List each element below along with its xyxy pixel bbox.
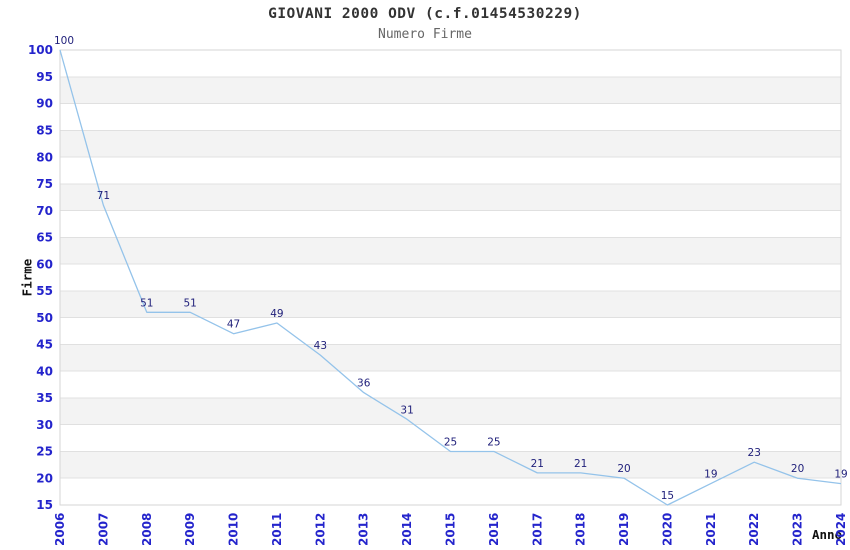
x-tick-label: 2015	[444, 513, 458, 546]
y-tick-label: 35	[36, 391, 53, 405]
data-point-label: 21	[531, 458, 544, 470]
y-tick-label: 75	[36, 177, 53, 191]
x-tick-label: 2023	[791, 513, 805, 546]
data-point-label: 19	[834, 469, 847, 481]
data-point-label: 15	[661, 490, 674, 502]
x-tick-label: 2019	[617, 513, 631, 546]
x-tick-label: 2014	[400, 513, 414, 546]
x-tick-label: 2024	[834, 513, 848, 546]
data-line	[59, 49, 842, 506]
plot-band	[60, 183, 841, 211]
y-tick-label: 25	[36, 445, 53, 459]
x-tick-label: 2017	[530, 513, 544, 546]
plot-band	[60, 264, 841, 291]
chart-title: GIOVANI 2000 ODV (c.f.01454530229)	[268, 6, 582, 22]
data-point-label: 71	[97, 190, 110, 202]
data-point-label: 25	[487, 436, 500, 448]
plot-band	[60, 478, 841, 505]
x-tick-label: 2009	[183, 513, 197, 546]
x-tick-label: 2007	[96, 513, 110, 546]
data-point-label: 31	[400, 404, 413, 416]
y-tick-label: 65	[36, 231, 53, 245]
plot-band	[60, 317, 841, 345]
plot-band	[60, 371, 841, 398]
plot-band	[60, 76, 841, 104]
plot-band	[60, 344, 841, 372]
y-tick-label: 100	[28, 43, 53, 57]
y-tick-label: 95	[36, 70, 53, 84]
plot-border	[59, 49, 842, 506]
data-point-label: 36	[357, 378, 371, 390]
y-tick-label: 15	[36, 498, 53, 512]
x-tick-label: 2011	[270, 513, 284, 546]
data-point-label: 20	[791, 463, 804, 475]
data-point-label: 49	[270, 308, 283, 320]
y-tick-label: 30	[36, 418, 53, 432]
y-tick-label: 50	[36, 311, 53, 325]
plot-band	[60, 210, 841, 238]
y-tick-label: 60	[36, 257, 53, 271]
y-tick-label: 20	[36, 471, 53, 485]
data-point-label: 43	[314, 340, 327, 352]
x-tick-label: 2022	[747, 513, 761, 546]
x-tick-label: 2016	[487, 513, 501, 546]
y-tick-label: 70	[36, 204, 53, 218]
plot-band	[60, 157, 841, 184]
data-point-label: 51	[140, 297, 153, 309]
x-axis-title: Anno	[812, 527, 843, 542]
y-tick-label: 40	[36, 364, 53, 378]
x-tick-label: 2008	[140, 513, 154, 546]
y-tick-label: 80	[36, 150, 53, 164]
data-point-label: 51	[183, 297, 196, 309]
plot-band	[60, 451, 841, 479]
chart-subtitle: Numero Firme	[378, 27, 472, 42]
data-point-label: 20	[617, 463, 630, 475]
plot-band	[60, 50, 841, 77]
data-point-label: 21	[574, 458, 587, 470]
data-point-label: 19	[704, 469, 717, 481]
plot-band	[60, 397, 841, 425]
x-tick-label: 2020	[660, 513, 674, 546]
plot-band	[60, 290, 841, 318]
x-tick-label: 2012	[313, 513, 327, 546]
y-tick-label: 55	[36, 284, 53, 298]
data-point-label: 100	[54, 35, 74, 47]
plot-band	[60, 103, 841, 131]
y-tick-label: 85	[36, 123, 53, 137]
x-tick-label: 2021	[704, 513, 718, 546]
x-tick-label: 2006	[53, 513, 67, 546]
x-tick-label: 2018	[574, 513, 588, 546]
data-point-label: 25	[444, 436, 457, 448]
plot-band	[60, 237, 841, 265]
x-tick-label: 2013	[357, 513, 371, 546]
y-tick-label: 90	[36, 97, 53, 111]
y-tick-label: 45	[36, 338, 53, 352]
data-point-label: 47	[227, 319, 240, 331]
x-tick-label: 2010	[227, 513, 241, 546]
plot-band	[60, 130, 841, 158]
plot-band	[60, 424, 841, 452]
data-point-label: 23	[748, 447, 761, 459]
